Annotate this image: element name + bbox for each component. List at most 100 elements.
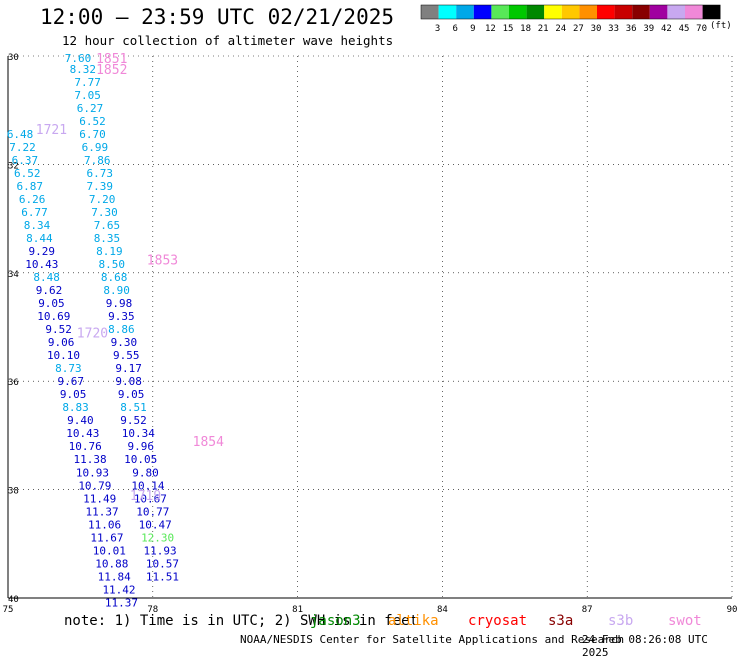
- legend-swatch: [473, 5, 492, 19]
- wave-height-value: 11.37: [105, 596, 138, 609]
- legend-tick-label: 24: [555, 24, 566, 34]
- satellite-s3b: s3b: [608, 613, 634, 629]
- color-legend: 3 6 9 12 15 18 21 24 27 30 33 36 39 42 45 70: [420, 4, 721, 34]
- wave-height-value: 6.26: [19, 193, 46, 206]
- satellite-swot: swot: [668, 613, 702, 629]
- legend-tick-label: 42: [661, 24, 672, 34]
- wave-height-value: 7.65: [94, 219, 121, 232]
- wave-height-value: 6.27: [77, 102, 104, 115]
- wave-height-value: 8.68: [101, 271, 128, 284]
- legend-tick-label: 12: [485, 24, 496, 34]
- lat-tick-label: 32: [8, 161, 19, 171]
- legend-swatch: [526, 5, 545, 19]
- wave-height-value: 9.52: [45, 323, 72, 336]
- wave-height-value: 6.77: [21, 206, 48, 219]
- wave-height-value: 9.29: [29, 245, 56, 258]
- track-id-label: 1720: [77, 326, 108, 341]
- wave-height-value: 9.62: [36, 284, 63, 297]
- wave-height-value: 11.06: [88, 518, 121, 531]
- legend-swatch: [632, 5, 650, 19]
- legend-swatch: [597, 5, 615, 19]
- wave-height-value: 10.05: [124, 453, 157, 466]
- wave-height-value: 10.93: [76, 466, 109, 479]
- wave-height-value: 9.08: [115, 375, 142, 388]
- wave-height-value: 6.52: [14, 167, 41, 180]
- wave-height-value: 8.32: [70, 63, 97, 76]
- wave-height-value: 7.39: [86, 180, 113, 193]
- lat-tick-label: 38: [8, 487, 19, 497]
- wave-height-value: 9.30: [111, 336, 138, 349]
- wave-height-value: 10.77: [136, 505, 169, 518]
- wave-height-value: 8.86: [108, 323, 135, 336]
- wave-height-value: 6.37: [12, 154, 39, 167]
- wave-height-value: 9.96: [127, 440, 154, 453]
- legend-border: [420, 4, 721, 20]
- wave-height-value: 8.73: [55, 362, 82, 375]
- track-id-label: 1852: [96, 63, 127, 78]
- legend-swatch: [614, 5, 633, 19]
- legend-tick-label: 21: [538, 24, 549, 34]
- legend-swatch: [685, 5, 703, 19]
- lon-tick-label: 87: [582, 605, 593, 615]
- legend-tick-label: 39: [643, 24, 654, 34]
- wave-height-value: 11.67: [90, 531, 123, 544]
- wave-height-value: 9.17: [115, 362, 142, 375]
- wave-height-value: 10.43: [25, 258, 58, 271]
- track-id-label: 1719: [130, 489, 161, 504]
- lon-tick-label: 81: [292, 605, 303, 615]
- wave-height-value: 10.57: [146, 557, 179, 570]
- wave-height-value: 10.01: [93, 544, 126, 557]
- wave-height-value: 10.69: [37, 310, 70, 323]
- wave-height-value: 7.05: [74, 89, 101, 102]
- footer-date: 24 Feb 08:26:08 UTC 2025: [582, 633, 708, 659]
- legend-swatch: [509, 5, 527, 19]
- wave-height-value: 10.14: [131, 479, 164, 492]
- wave-height-value: 7.77: [74, 76, 101, 89]
- wave-height-value: 10.43: [66, 427, 99, 440]
- wave-height-value: 9.67: [57, 375, 84, 388]
- wave-height-value: 9.35: [108, 310, 135, 323]
- wave-height-value: 9.05: [60, 388, 87, 401]
- lon-tick-label: 84: [437, 605, 448, 615]
- legend-tick-label: 3: [435, 24, 440, 34]
- wave-height-value: 9.52: [120, 414, 147, 427]
- legend-tick-label: 6: [452, 24, 457, 34]
- footer-credit: NOAA/NESDIS Center for Satellite Applica…: [240, 633, 625, 646]
- legend-tick-label: 45: [679, 24, 690, 34]
- lat-tick-label: 40: [8, 595, 19, 605]
- map-grid: [7, 55, 733, 599]
- wave-height-value: 10.79: [78, 479, 111, 492]
- lat-tick-label: 30: [8, 53, 19, 63]
- wave-height-value: 8.48: [33, 271, 60, 284]
- legend-swatch: [561, 5, 580, 19]
- legend-tick-label: 30: [591, 24, 602, 34]
- wave-height-value: 9.55: [113, 349, 140, 362]
- track-id-label: 1853: [147, 253, 178, 268]
- wave-height-value: 7.30: [91, 206, 118, 219]
- wave-height-value: 8.19: [96, 245, 123, 258]
- observations-layer: 7.608.327.777.056.276.526.706.997.866.73…: [7, 52, 179, 609]
- wave-height-value: 11.93: [143, 544, 176, 557]
- legend-swatch: [649, 5, 668, 19]
- satellite-altika: altika: [388, 613, 439, 629]
- wave-height-value: 11.51: [146, 570, 179, 583]
- wave-height-value: 10.88: [95, 557, 128, 570]
- wave-height-value: 9.80: [132, 466, 159, 479]
- wave-height-value: 10.67: [134, 492, 167, 505]
- wave-height-value: 8.44: [26, 232, 53, 245]
- track-id-label: 1854: [193, 435, 224, 450]
- legend-swatch: [702, 5, 721, 19]
- lon-tick-label: 78: [147, 605, 158, 615]
- wave-height-value: 9.05: [38, 297, 65, 310]
- legend-tick-label: 70: [696, 24, 707, 34]
- legend-swatch: [491, 5, 509, 19]
- wave-height-value: 11.84: [98, 570, 131, 583]
- footer-note: note: 1) Time is in UTC; 2) SWH is in fe…: [64, 613, 419, 629]
- wave-height-value: 11.42: [102, 583, 135, 596]
- legend-swatch: [456, 5, 474, 19]
- wave-height-value: 6.52: [79, 115, 106, 128]
- wave-height-value: 7.22: [9, 141, 36, 154]
- axis-ticks: 75 78 81 84 87 90 30 32 34 36 38 40: [3, 53, 738, 615]
